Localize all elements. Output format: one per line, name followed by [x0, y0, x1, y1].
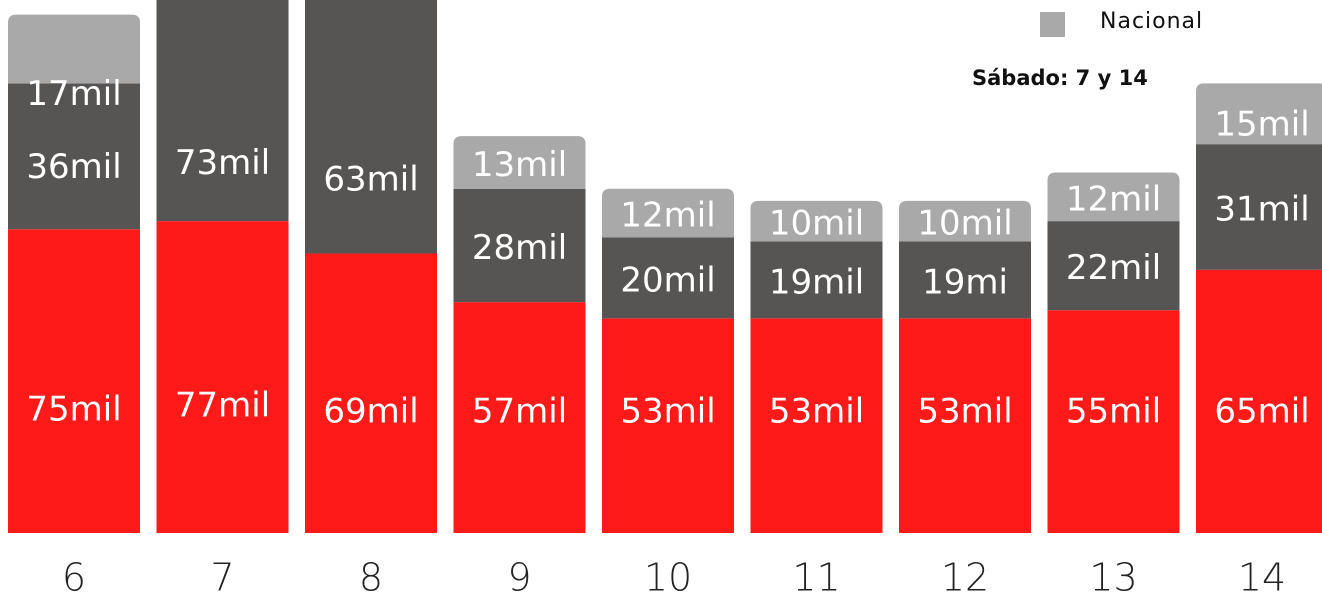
value-label: 19mil	[769, 262, 864, 302]
x-tick-label: 13	[1089, 556, 1137, 600]
bar-segment	[899, 318, 1031, 533]
bar-segment	[8, 83, 140, 230]
x-tick-label: 14	[1238, 556, 1286, 600]
bar-segment	[1047, 310, 1180, 533]
bar-segment	[1047, 172, 1180, 222]
bar-segment	[750, 241, 883, 319]
bar-segment	[602, 237, 734, 319]
value-label: 75mil	[26, 390, 121, 430]
bar-segment	[156, 0, 289, 222]
x-tick-label: 6	[62, 556, 86, 600]
bar-segment	[1196, 269, 1322, 533]
value-label: 73mil	[175, 143, 270, 183]
bar-segment	[305, 253, 437, 533]
bar-segment	[1196, 144, 1322, 270]
x-tick-label: 10	[644, 556, 692, 600]
x-tick-label: 9	[507, 556, 531, 600]
bar-segment	[156, 221, 289, 533]
value-label: 69mil	[323, 392, 418, 432]
bar-segment	[8, 14, 140, 84]
x-tick-label: 8	[359, 556, 383, 600]
x-tick-label: 12	[941, 556, 989, 600]
value-label: 15mil	[1214, 105, 1309, 145]
bar-segment	[453, 136, 586, 189]
bar-segment	[1196, 83, 1322, 145]
value-label: 57mil	[472, 392, 567, 432]
bar-segment	[750, 200, 883, 242]
legend-label: Nacional	[1100, 9, 1203, 34]
value-label: 53mil	[769, 392, 864, 432]
bar-segment	[899, 241, 1031, 319]
bar-segment	[453, 302, 586, 533]
bar-segment	[305, 0, 437, 254]
value-label: 19mi	[922, 262, 1008, 302]
annotation: Sábado: 7 y 14	[972, 66, 1148, 90]
x-tick-label: 7	[210, 556, 234, 600]
bar-segment	[453, 188, 586, 303]
value-label: 53mil	[917, 392, 1012, 432]
value-label: 65mil	[1214, 392, 1309, 432]
legend-swatch	[1040, 12, 1065, 37]
bar-segment	[8, 229, 140, 534]
x-tick-label: 11	[792, 556, 840, 600]
value-label: 77mil	[175, 386, 270, 426]
value-label: 22mil	[1066, 248, 1161, 288]
bar-segment	[750, 318, 883, 533]
value-label: 17mil	[26, 74, 121, 114]
value-label: 28mil	[472, 228, 567, 268]
value-label: 10mil	[917, 204, 1012, 244]
value-label: 10mil	[769, 204, 864, 244]
value-label: 63mil	[323, 159, 418, 199]
value-label: 12mil	[620, 196, 715, 236]
bar-segment	[1047, 221, 1180, 311]
value-label: 36mil	[26, 147, 121, 187]
value-label: 20mil	[620, 260, 715, 300]
value-label: 12mil	[1066, 179, 1161, 219]
bar-segment	[899, 200, 1031, 242]
value-label: 55mil	[1066, 392, 1161, 432]
bar-segment	[602, 188, 734, 238]
value-label: 53mil	[620, 392, 715, 432]
bar-segment	[602, 318, 734, 533]
value-label: 31mil	[1214, 189, 1309, 229]
value-label: 13mil	[472, 145, 567, 185]
